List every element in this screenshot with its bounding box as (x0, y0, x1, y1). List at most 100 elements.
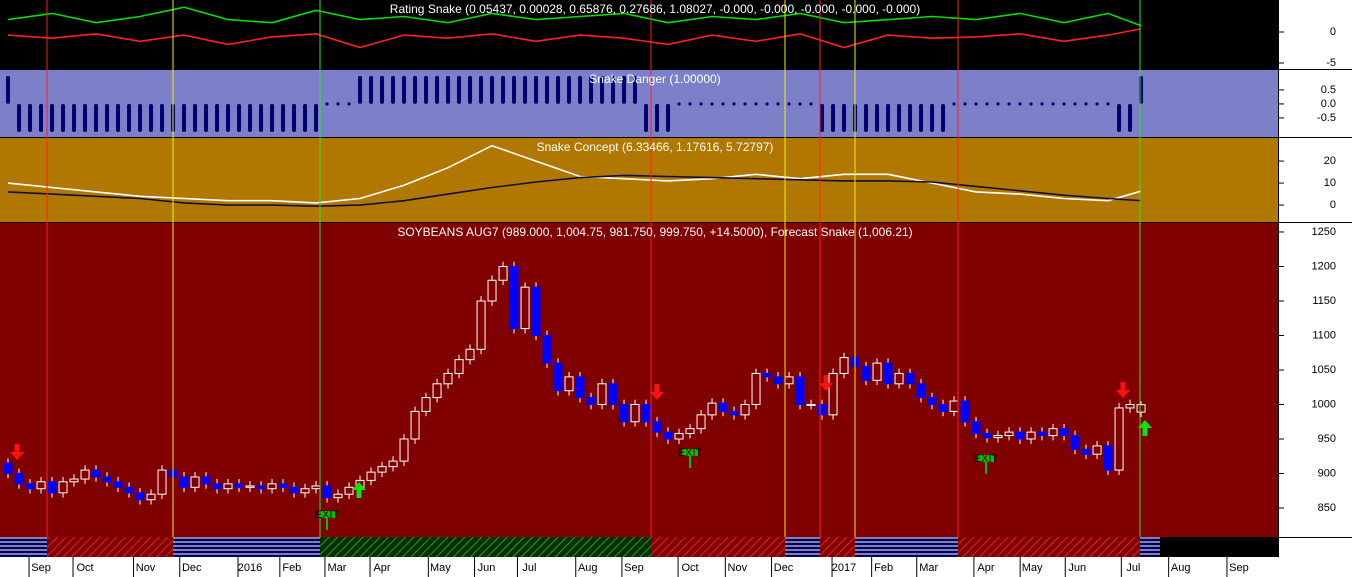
danger-bar (127, 103, 132, 132)
danger-bar (237, 103, 242, 132)
candle-body (773, 376, 783, 385)
candle-body (267, 483, 277, 490)
candle-body (1125, 403, 1135, 409)
y-tick-label: -5 (1326, 57, 1336, 69)
candle-body (256, 485, 266, 490)
danger-bar (490, 75, 495, 104)
candle-body (938, 403, 948, 412)
candle-body (542, 334, 552, 364)
danger-bar (292, 103, 297, 132)
candle-body (619, 403, 629, 423)
danger-bar (468, 75, 473, 104)
danger-bar (919, 103, 924, 132)
candle-body (696, 414, 706, 430)
danger-dot (699, 102, 703, 106)
x-tick-label: Sep (31, 562, 51, 574)
danger-bar (534, 75, 539, 104)
candle-body (553, 362, 563, 392)
candle-body (91, 469, 101, 478)
x-tick-label: Feb (282, 562, 301, 574)
danger-bar (1117, 103, 1122, 132)
x-tick-label: Sep (1229, 562, 1249, 574)
danger-bar (259, 103, 264, 132)
sell-arrow (819, 375, 833, 391)
y-tick-label: 900 (1318, 467, 1336, 479)
candle-body (322, 485, 332, 499)
candle-body (1048, 428, 1058, 437)
exit-box (978, 455, 994, 462)
exit-label: EXIT (678, 447, 703, 459)
candle-body (652, 421, 662, 433)
danger-bar (215, 103, 220, 132)
exit-box (319, 511, 335, 518)
x-tick-label: May (430, 562, 451, 574)
danger-bar (622, 75, 627, 104)
candle-body (366, 471, 376, 481)
danger-bar (182, 103, 187, 132)
candle-body (520, 286, 530, 330)
x-tick-label: 2017 (832, 562, 856, 574)
danger-bar (611, 75, 616, 104)
danger-bar (380, 75, 385, 104)
candle-body (421, 397, 431, 412)
candle-body (784, 376, 794, 385)
candle-body (806, 403, 816, 406)
danger-bar (820, 103, 825, 132)
panel-title: Rating Snake (0.05437, 0.00028, 0.65876,… (390, 2, 920, 16)
exit-label: EXIT (974, 453, 999, 465)
x-tick-label: Dec (182, 562, 202, 574)
danger-bar (138, 103, 143, 132)
danger-bar (226, 103, 231, 132)
candle-body (465, 348, 475, 361)
candle-body (630, 403, 640, 423)
candle-body (905, 372, 915, 385)
candle-body (80, 469, 90, 480)
candle-body (443, 372, 453, 385)
danger-bar (644, 103, 649, 132)
candle-body (234, 483, 244, 488)
danger-dot (952, 102, 956, 106)
y-tick-label: 1100 (1312, 329, 1336, 341)
candle-body (993, 435, 1003, 439)
candle-body (751, 372, 761, 405)
candle-body (25, 483, 35, 490)
candle-body (476, 300, 486, 350)
panel-background (0, 223, 1278, 537)
danger-bar (105, 103, 110, 132)
danger-dot (721, 102, 725, 106)
candle-body (1004, 431, 1014, 437)
danger-dot (1029, 102, 1033, 106)
x-tick-label: Feb (874, 562, 893, 574)
danger-dot (336, 102, 340, 106)
danger-bar (600, 75, 605, 104)
danger-dot (776, 102, 780, 106)
candle-body (674, 432, 684, 440)
y-tick-label: 850 (1318, 502, 1336, 514)
x-tick-label: May (1022, 562, 1043, 574)
candle-body (487, 279, 497, 302)
x-tick-label: Nov (728, 562, 748, 574)
candle-body (289, 486, 299, 494)
candle-body (509, 265, 519, 330)
danger-bar (941, 103, 946, 132)
candle-body (894, 372, 904, 385)
candle-body (817, 403, 827, 416)
candle-body (124, 486, 134, 494)
danger-bar (501, 75, 506, 104)
danger-dot (798, 102, 802, 106)
danger-bar (842, 103, 847, 132)
danger-bar (303, 103, 308, 132)
candle-body (982, 432, 992, 439)
danger-bar (391, 75, 396, 104)
danger-bar (61, 103, 66, 132)
candle-body (872, 362, 882, 381)
candle-body (663, 431, 673, 440)
sell-arrow (1116, 382, 1130, 398)
y-tick-label: 0.5 (1321, 84, 1336, 96)
y-tick-label: 10 (1324, 177, 1336, 189)
danger-bar (666, 103, 671, 132)
danger-dot (809, 102, 813, 106)
danger-bar (72, 103, 77, 132)
danger-bar (567, 75, 572, 104)
danger-dot (1106, 102, 1110, 106)
